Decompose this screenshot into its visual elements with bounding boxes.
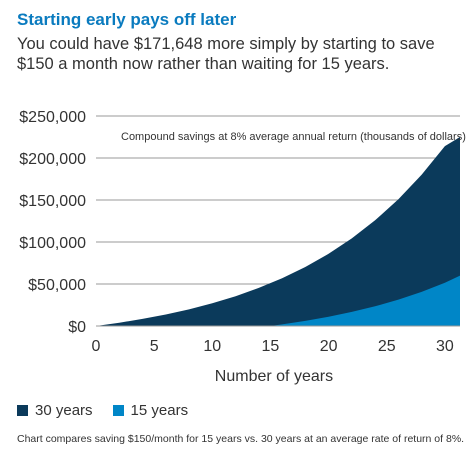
x-tick-label-4: 20 xyxy=(320,338,338,355)
area-series-15-years xyxy=(96,275,460,326)
legend-item-30-years: 30 years xyxy=(17,402,93,419)
y-tick-label-4: $200,000 xyxy=(19,151,86,168)
chart-legend: 30 years 15 years xyxy=(17,402,208,419)
legend-swatch-30-years xyxy=(17,405,28,416)
y-tick-label-0: $0 xyxy=(68,319,86,336)
legend-item-15-years: 15 years xyxy=(112,402,189,419)
area-chart: $0 $50,000 $100,000 $150,000 $200,000 $250,00… xyxy=(19,109,466,385)
y-tick-label-2: $100,000 xyxy=(19,235,86,252)
area-series-30-years xyxy=(96,137,460,326)
x-tick-label-2: 10 xyxy=(203,338,221,355)
chart-annotation: Compound savings at 8% average annual re… xyxy=(121,131,466,143)
legend-label-30-years: 30 years xyxy=(35,402,93,419)
y-tick-label-1: $50,000 xyxy=(28,277,86,294)
chart-subtitle: You could have $171,648 more simply by s… xyxy=(17,35,435,73)
x-tick-label-3: 15 xyxy=(262,338,280,355)
x-tick-label-5: 25 xyxy=(378,338,396,355)
legend-label-15-years: 15 years xyxy=(130,402,189,419)
y-tick-label-3: $150,000 xyxy=(19,193,86,210)
chart-footnote: Chart compares saving $150/month for 15 … xyxy=(17,433,465,445)
x-tick-label-1: 5 xyxy=(150,338,159,355)
x-axis-label: Number of years xyxy=(215,368,333,385)
chart-title: Starting early pays off later xyxy=(17,10,237,29)
x-tick-label-0: 0 xyxy=(92,338,101,355)
y-tick-label-5: $250,000 xyxy=(19,109,86,126)
legend-swatch-15-years xyxy=(112,405,124,416)
x-tick-label-6: 30 xyxy=(436,338,454,355)
